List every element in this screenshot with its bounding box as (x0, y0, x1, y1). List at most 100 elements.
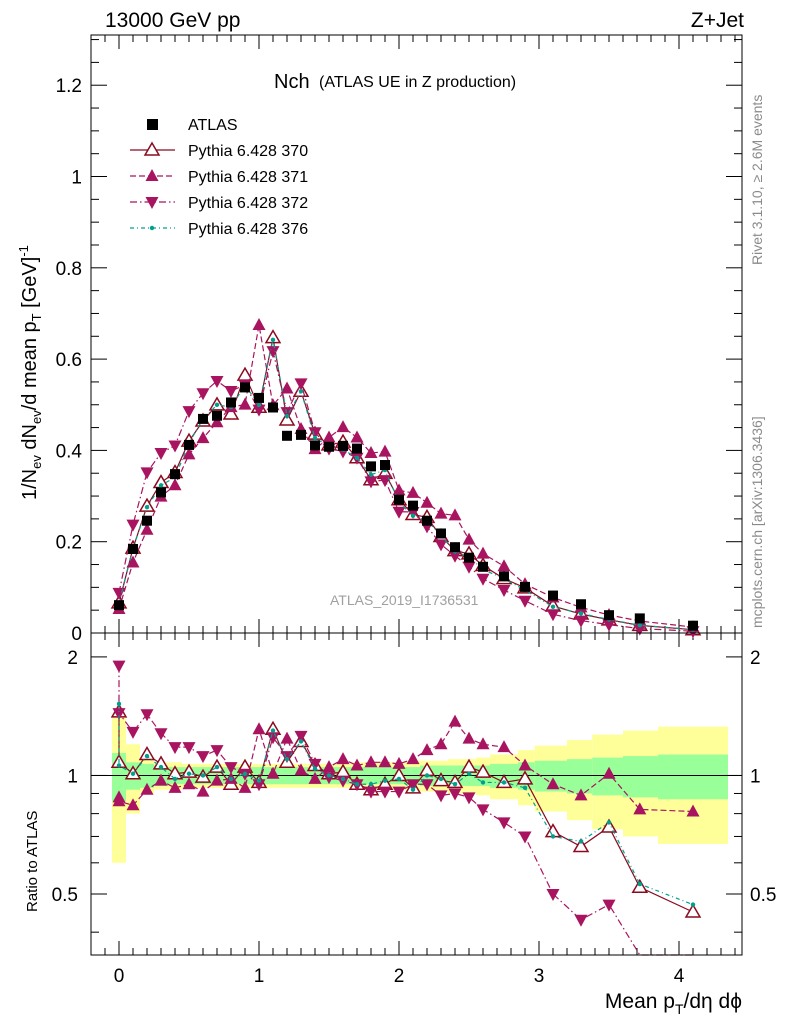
ratio-marker (686, 804, 700, 817)
data-point (114, 600, 124, 611)
x-tick-label: 1 (254, 966, 265, 987)
legend-entry-label: Pythia 6.428 376 (188, 221, 308, 238)
series-marker (448, 508, 462, 521)
legend-swatch (147, 119, 158, 130)
data-point (170, 469, 180, 480)
legend-entry-label: Pythia 6.428 370 (188, 143, 308, 160)
series-marker (284, 413, 290, 419)
ratio-marker (336, 775, 350, 788)
ratio-marker (476, 804, 490, 817)
series-marker (354, 455, 360, 460)
data-point (184, 439, 194, 450)
series-marker (420, 495, 434, 508)
ratio-marker (476, 737, 490, 750)
data-point (254, 392, 264, 403)
series-marker (214, 402, 220, 408)
ratio-marker (270, 728, 276, 733)
series-marker (266, 346, 280, 359)
ratio-marker (410, 787, 416, 792)
ratio-marker (690, 902, 696, 907)
data-point (520, 581, 530, 592)
series-marker (210, 375, 224, 388)
data-point (576, 599, 586, 610)
ratio-marker (210, 773, 224, 786)
data-point (450, 542, 460, 553)
ratio-marker (130, 771, 136, 776)
series-marker (550, 604, 556, 609)
series-marker (462, 561, 476, 574)
ratio-marker (518, 831, 532, 844)
ratio-tick-label: 2 (67, 648, 78, 669)
ratio-tick-label-right: 1 (750, 766, 761, 787)
rivet-label: Rivet 3.1.10, ≥ 2.6M events (749, 95, 765, 265)
ratio-marker (252, 779, 266, 792)
ratio-marker (466, 771, 472, 776)
series-marker (140, 467, 154, 480)
data-point (156, 487, 166, 498)
data-point (142, 515, 152, 526)
series-marker (392, 506, 406, 519)
ratio-marker (266, 732, 280, 745)
ratio-marker (574, 788, 588, 801)
y-axis-label: 1/Nev dNev/d mean pT [GeV]-1 (16, 245, 44, 500)
ratio-marker (126, 726, 140, 739)
ratio-tick-label: 0.5 (52, 885, 78, 906)
series-marker (140, 522, 154, 535)
ratio-tick-label-right: 2 (750, 648, 761, 669)
legend-swatch-marker (149, 225, 155, 231)
ratio-marker (392, 756, 406, 769)
ratio-marker (602, 766, 616, 779)
data-point (478, 561, 488, 572)
analysis-watermark: ATLAS_2019_I1736531 (330, 592, 479, 608)
ratio-marker (684, 903, 702, 918)
ratio-marker (406, 752, 420, 765)
series-marker (364, 446, 378, 459)
data-point (394, 494, 404, 505)
ratio-marker (350, 758, 364, 771)
series-marker (112, 587, 126, 600)
series-marker (270, 337, 276, 343)
legend-swatch-marker (143, 141, 161, 156)
ratio-marker (196, 784, 210, 797)
data-point (380, 460, 390, 471)
y-tick-label: 0.2 (56, 533, 82, 554)
ratio-marker (474, 763, 492, 778)
x-tick-label: 0 (114, 966, 125, 987)
ratio-tick-label-right: 0.5 (750, 885, 776, 906)
series-marker (518, 595, 532, 608)
series-marker (126, 519, 140, 532)
series-marker (312, 435, 318, 441)
ratio-marker (522, 785, 528, 791)
series-line (118, 350, 694, 632)
data-point (604, 610, 614, 621)
series-marker (410, 513, 416, 519)
data-point (634, 613, 645, 624)
ratio-marker (392, 786, 406, 799)
series-marker (238, 397, 252, 410)
ratio-marker (126, 798, 140, 811)
y-tick-label: 1.2 (56, 76, 82, 97)
stat-uncertainty-band (623, 756, 658, 798)
ratio-marker (308, 771, 322, 784)
y-tick-label: 0.8 (56, 259, 82, 280)
ratio-marker (336, 752, 350, 765)
ratio-marker (600, 818, 618, 833)
legend-entry-label: Pythia 6.428 371 (188, 169, 308, 186)
data-point (268, 402, 278, 413)
ratio-marker (438, 776, 444, 782)
ratio-marker (154, 773, 168, 786)
ratio-marker (368, 782, 374, 787)
y-tick-label: 0.6 (56, 350, 82, 371)
ratio-marker (116, 701, 122, 707)
axes-group: 0 1 2 3 4 0 0.2 0.4 0.6 0.8 1 1.2 0.5 0.5 1 1 2 2 (52, 35, 776, 987)
series-layer (110, 318, 702, 956)
series-marker (298, 389, 304, 394)
series-marker (497, 559, 511, 572)
y-tick-label: 0.4 (56, 441, 83, 462)
series-marker (406, 485, 420, 498)
ratio-marker (294, 763, 308, 776)
ratio-marker (546, 777, 560, 790)
ratio-marker (448, 714, 462, 727)
series-marker (364, 476, 378, 489)
